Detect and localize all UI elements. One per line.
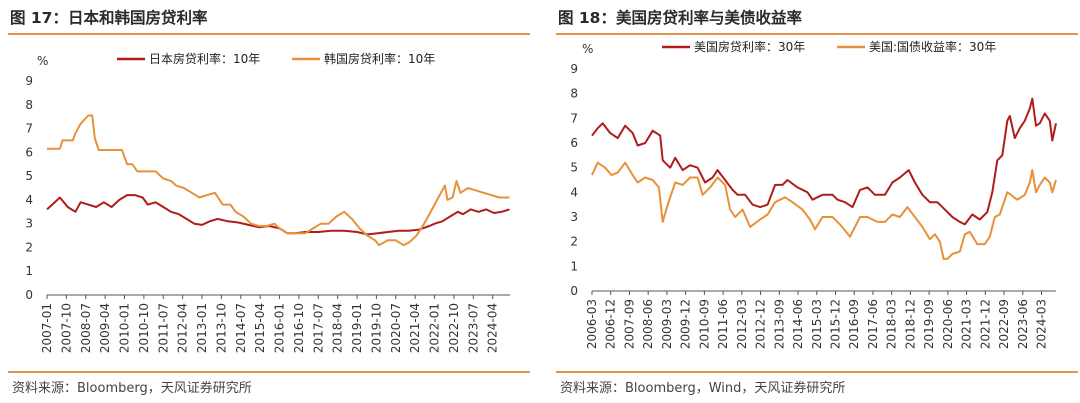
left-y-tick-label: 3 <box>25 217 33 231</box>
left-title-rule <box>8 33 530 35</box>
left-x-tick-label: 2010-01 <box>118 303 132 353</box>
left-x-tick-label: 2021-04 <box>408 303 422 353</box>
right-x-tick-label: 2022-09 <box>997 299 1011 349</box>
right-source-note: 资料来源：Bloomberg，Wind，天风证券研究所 <box>560 381 846 396</box>
right-y-tick-label: 2 <box>570 235 578 249</box>
right-x-tick-label: 2024-03 <box>1035 299 1049 349</box>
right-y-tick-label: 7 <box>570 111 578 125</box>
left-x-tick-label: 2007-10 <box>59 303 73 353</box>
right-x-tick-label: 2008-06 <box>641 299 655 349</box>
left-legend-label-1: 日本房贷利率：10年 <box>149 51 260 66</box>
left-y-tick-label: 1 <box>25 264 33 278</box>
left-series-line-2 <box>47 114 510 247</box>
right-source-rule <box>556 371 1078 373</box>
right-y-tick-label: 4 <box>570 185 578 199</box>
left-y-tick-label: 0 <box>25 288 33 302</box>
left-x-tick-label: 2016-01 <box>273 303 287 353</box>
left-y-unit-label: % <box>37 54 48 68</box>
left-y-tick-label: 2 <box>25 240 33 254</box>
right-series-line-2 <box>591 161 1057 260</box>
right-x-tick-label: 2007-09 <box>622 299 636 349</box>
left-x-tick-label: 2007-01 <box>40 303 54 353</box>
right-x-tick-label: 2012-12 <box>754 299 768 349</box>
left-source-note: 资料来源：Bloomberg，天风证券研究所 <box>12 381 252 396</box>
right-x-tick-label: 2009-03 <box>660 299 674 349</box>
right-title-rule <box>556 33 1078 35</box>
left-x-tick-label: 2022-01 <box>428 303 442 353</box>
right-x-tick-label: 2006-03 <box>585 299 599 349</box>
left-x-tick-label: 2020-07 <box>389 303 403 353</box>
left-line-chart: % 0 1 2 3 4 5 6 7 8 9 2007-01 2007-10 2008-07 2009-04 2… <box>25 51 510 353</box>
right-x-tick-label: 2009-12 <box>679 299 693 349</box>
right-x-tick-label: 2020-06 <box>941 299 955 349</box>
left-x-tick-label: 2016-10 <box>292 303 306 353</box>
right-y-tick-label: 0 <box>570 284 578 298</box>
right-x-tick-label: 2011-06 <box>716 299 730 349</box>
left-x-tick-label: 2014-07 <box>234 303 248 353</box>
left-x-tick-label: 2008-07 <box>79 303 93 353</box>
left-x-tick-label: 2024-04 <box>486 303 500 353</box>
right-x-tick-label: 2006-12 <box>604 299 618 349</box>
left-y-tick-label: 5 <box>25 169 33 183</box>
right-x-tick-label: 2016-09 <box>847 299 861 349</box>
left-y-tick-label: 9 <box>25 74 33 88</box>
left-legend-label-2: 韩国房贷利率：10年 <box>324 51 435 66</box>
left-x-tick-label: 2022-10 <box>447 303 461 353</box>
right-y-tick-label: 3 <box>570 210 578 224</box>
left-x-tick-label: 2010-10 <box>137 303 151 353</box>
right-y-tick-label: 1 <box>570 259 578 273</box>
left-y-tick-label: 6 <box>25 145 33 159</box>
right-x-tick-label: 2019-09 <box>922 299 936 349</box>
right-y-tick-label: 9 <box>570 62 578 76</box>
right-figure: 图 18：美国房贷利率与美债收益率 % 0 1 2 3 4 5 6 7 8 9 2006-03 2006… <box>548 0 1078 403</box>
left-x-tick-label: 2019-10 <box>369 303 383 353</box>
left-figure: 图 17：日本和韩国房贷利率 % 0 1 2 3 4 5 6 7 8 9 2007-01 2007-10… <box>0 0 530 403</box>
right-x-tick-label: 2018-12 <box>903 299 917 349</box>
right-line-chart: % 0 1 2 3 4 5 6 7 8 9 2006-03 2006-12 2007-09 2008-06 2… <box>570 39 1057 349</box>
right-x-tick-label: 2021-12 <box>978 299 992 349</box>
right-x-tick-label: 2013-09 <box>772 299 786 349</box>
left-y-tick-label: 8 <box>25 98 33 112</box>
left-x-tick-label: 2019-01 <box>350 303 364 353</box>
left-x-tick-label: 2018-04 <box>331 303 345 353</box>
right-y-unit-label: % <box>582 42 593 56</box>
right-x-tick-label: 2017-06 <box>866 299 880 349</box>
left-x-tick-label: 2017-07 <box>311 303 325 353</box>
left-source-rule <box>8 371 530 373</box>
right-legend-label-2: 美国:国债收益率：30年 <box>869 39 996 54</box>
left-x-tick-label: 2012-04 <box>176 303 190 353</box>
right-x-tick-label: 2014-06 <box>791 299 805 349</box>
right-x-tick-label: 2010-09 <box>697 299 711 349</box>
right-y-tick-label: 8 <box>570 87 578 101</box>
left-y-tick-label: 7 <box>25 122 33 136</box>
left-x-tick-label: 2011-07 <box>156 303 170 353</box>
right-x-tick-label: 2023-06 <box>1016 299 1030 349</box>
left-series-line-1 <box>46 194 510 236</box>
right-x-tick-label: 2021-03 <box>960 299 974 349</box>
left-x-tick-label: 2023-07 <box>466 303 480 353</box>
left-x-tick-label: 2009-04 <box>98 303 112 353</box>
right-series-line-1 <box>591 97 1057 226</box>
right-x-tick-label: 2018-03 <box>885 299 899 349</box>
right-x-tick-label: 2015-12 <box>828 299 842 349</box>
right-y-tick-label: 5 <box>570 161 578 175</box>
right-x-tick-label: 2015-03 <box>810 299 824 349</box>
right-figure-title: 图 18：美国房贷利率与美债收益率 <box>558 9 802 27</box>
left-x-tick-label: 2013-01 <box>195 303 209 353</box>
right-legend-label-1: 美国房贷利率：30年 <box>694 39 805 54</box>
right-x-tick-label: 2012-03 <box>735 299 749 349</box>
left-x-tick-label: 2015-04 <box>253 303 267 353</box>
left-y-tick-label: 4 <box>25 193 33 207</box>
left-figure-title: 图 17：日本和韩国房贷利率 <box>10 9 208 27</box>
left-x-tick-label: 2013-10 <box>214 303 228 353</box>
right-y-tick-label: 6 <box>570 136 578 150</box>
